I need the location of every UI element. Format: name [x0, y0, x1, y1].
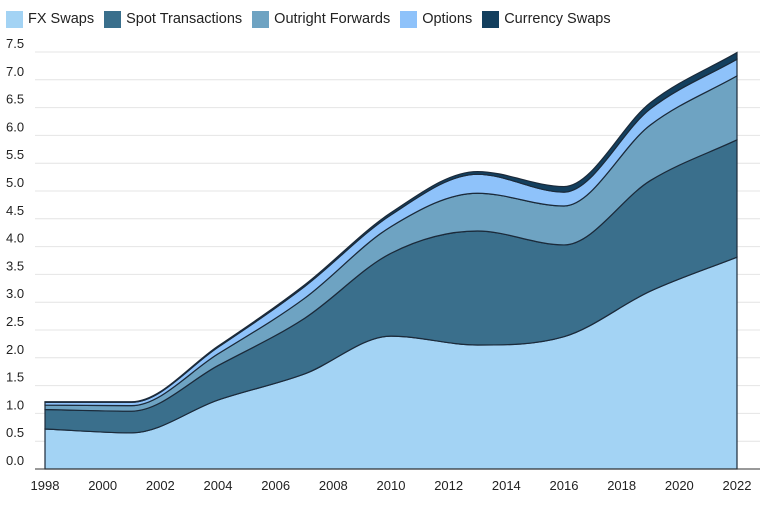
legend-swatch: [6, 10, 23, 28]
x-tick-label: 2004: [204, 478, 233, 493]
y-tick-label: 5.0: [6, 175, 24, 190]
legend-label: Currency Swaps: [504, 11, 611, 27]
y-tick-label: 3.0: [6, 286, 24, 301]
y-tick-label: 0.5: [6, 425, 24, 440]
legend-item-currency-swaps: Currency Swaps: [482, 10, 611, 28]
y-tick-label: 7.5: [6, 36, 24, 51]
x-tick-label: 2008: [319, 478, 348, 493]
x-tick-label: 2012: [434, 478, 463, 493]
chart-legend: FX Swaps Spot Transactions Outright Forwar…: [6, 8, 611, 30]
legend-item-options: Options: [400, 10, 473, 28]
legend-label: Options: [422, 11, 473, 27]
x-tick-label: 2022: [723, 478, 752, 493]
legend-label: Outright Forwards: [274, 11, 391, 27]
x-tick-label: 2006: [261, 478, 290, 493]
y-tick-label: 3.5: [6, 258, 24, 273]
y-tick-label: 6.0: [6, 119, 24, 134]
y-tick-label: 4.5: [6, 203, 24, 218]
x-tick-label: 2014: [492, 478, 521, 493]
y-tick-label: 2.0: [6, 342, 24, 357]
y-tick-label: 2.5: [6, 314, 24, 329]
legend-swatch: [400, 10, 418, 28]
x-axis-ticks: 1998 2000 2002 2004 2006 2008 2010 2012 2014 2016…: [31, 478, 752, 493]
x-tick-label: 1998: [31, 478, 60, 493]
legend-item-spot-transactions: Spot Transactions: [104, 10, 243, 28]
x-tick-label: 2016: [550, 478, 579, 493]
y-tick-label: 4.0: [6, 231, 24, 246]
legend-swatch: [482, 10, 500, 28]
x-tick-label: 2010: [377, 478, 406, 493]
legend-item-outright-forwards: Outright Forwards: [252, 10, 391, 28]
y-tick-label: 6.5: [6, 92, 24, 107]
y-tick-label: 7.0: [6, 64, 24, 79]
legend-label: Spot Transactions: [126, 11, 243, 27]
legend-item-fx-swaps: FX Swaps: [6, 10, 95, 28]
series-areas: [44, 51, 738, 470]
x-tick-label: 2020: [665, 478, 694, 493]
legend-swatch: [104, 10, 122, 28]
x-tick-label: 2002: [146, 478, 175, 493]
y-tick-label: 0.0: [6, 453, 24, 468]
legend-swatch: [252, 10, 270, 28]
x-tick-label: 2018: [607, 478, 636, 493]
y-tick-label: 1.5: [6, 370, 24, 385]
y-tick-label: 5.5: [6, 147, 24, 162]
y-tick-label: 1.0: [6, 397, 24, 412]
y-axis-ticks: 0.0 0.5 1.0 1.5 2.0 2.5 3.0 3.5 4.0 4.5 5.0 5.5 6.0 6…: [6, 36, 24, 468]
legend-label: FX Swaps: [28, 11, 95, 27]
area-currency-swaps: [44, 51, 738, 403]
x-tick-label: 2000: [88, 478, 117, 493]
